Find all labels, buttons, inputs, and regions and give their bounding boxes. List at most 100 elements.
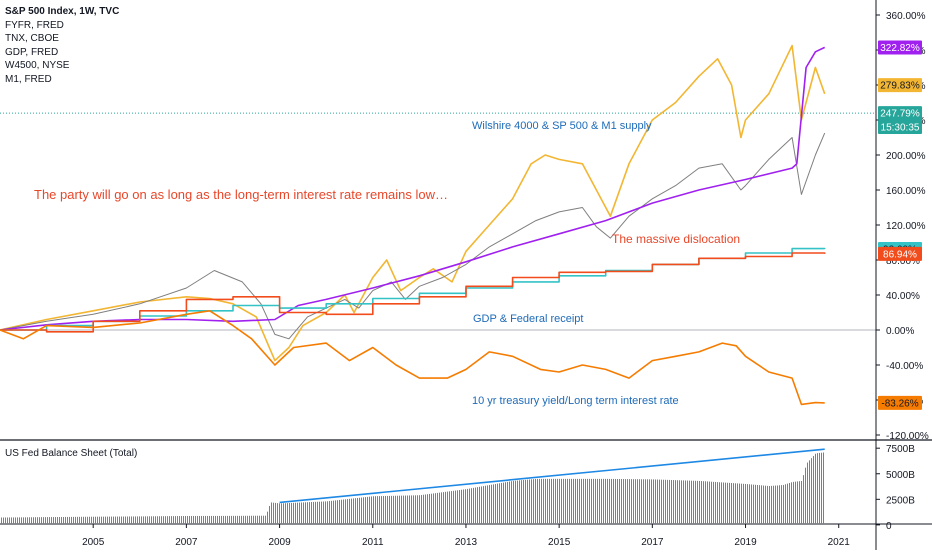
fed-balance-bar: [347, 499, 348, 525]
fed-balance-bar: [265, 515, 266, 525]
legend-item-tnx[interactable]: TNX, CBOE: [5, 33, 59, 44]
fed-balance-bar: [343, 499, 344, 525]
fed-balance-bar: [147, 516, 148, 525]
fed-balance-bar: [565, 478, 566, 525]
fed-balance-bar: [581, 478, 582, 525]
fed-balance-bar: [715, 481, 716, 525]
legend-item-w4500[interactable]: W4500, NYSE: [5, 60, 70, 71]
fed-balance-bar: [445, 491, 446, 525]
fed-balance-bar: [483, 486, 484, 525]
fed-balance-bar: [249, 515, 250, 525]
fed-balance-bar: [297, 502, 298, 525]
fed-balance-bar: [3, 517, 4, 525]
legend-title: S&P 500 Index, 1W, TVC: [5, 6, 120, 17]
fed-balance-bar: [727, 482, 728, 525]
fed-balance-bar: [677, 480, 678, 525]
fed-balance-bar: [777, 485, 778, 525]
fed-balance-bar: [541, 478, 542, 525]
fed-balance-bar: [353, 498, 354, 525]
fed-balance-bar: [563, 478, 564, 525]
fed-balance-bar: [389, 495, 390, 525]
fed-balance-bar: [69, 516, 70, 525]
fed-balance-bar: [657, 479, 658, 525]
fed-balance-bar: [89, 516, 90, 525]
fed-balance-bar: [763, 485, 764, 525]
fed-balance-bar: [595, 478, 596, 525]
fed-balance-bar: [513, 480, 514, 525]
fed-balance-bar: [337, 500, 338, 525]
fed-balance-bar: [47, 517, 48, 525]
fed-balance-bar: [437, 492, 438, 525]
fed-balance-bar: [241, 515, 242, 525]
fed-balance-bar: [215, 515, 216, 525]
fed-balance-bar: [105, 516, 106, 525]
fed-balance-bar: [101, 516, 102, 525]
fed-balance-bar: [73, 516, 74, 525]
fed-balance-bar: [665, 479, 666, 525]
fed-balance-bar: [517, 480, 518, 525]
fed-balance-bar: [441, 492, 442, 525]
price-badge: [878, 246, 922, 261]
fed-balance-bar: [503, 482, 504, 525]
fed-balance-bar: [791, 482, 792, 525]
fed-balance-bar: [621, 479, 622, 525]
fed-balance-bar: [193, 515, 194, 525]
fed-balance-bar: [279, 503, 280, 525]
fed-balance-bar: [161, 516, 162, 525]
fed-balance-bar: [123, 516, 124, 525]
fed-balance-bar: [411, 495, 412, 525]
fed-balance-bar: [477, 487, 478, 525]
badges: 322.82%279.83%247.79%15:30:3592.60%86.94…: [878, 40, 922, 410]
fed-balance-bar: [315, 501, 316, 525]
fed-balance-bar: [113, 516, 114, 525]
fed-balance-bar: [159, 516, 160, 525]
fed-balance-bar: [283, 503, 284, 525]
fed-balance-bar: [423, 494, 424, 525]
fed-balance-bar: [525, 479, 526, 525]
fed-balance-bar: [201, 515, 202, 525]
legend-item-gdp[interactable]: GDP, FRED: [5, 46, 59, 58]
fed-balance-bar: [27, 517, 28, 525]
sub-pane-title[interactable]: US Fed Balance Sheet (Total): [5, 448, 138, 459]
fed-balance-bar: [631, 479, 632, 525]
fed-balance-bar: [9, 517, 10, 525]
fed-balance-bar: [419, 495, 420, 525]
fed-balance-bar: [821, 452, 822, 525]
fed-balance-bar: [119, 516, 120, 525]
fed-balance-bar: [705, 481, 706, 525]
fed-balance-bar: [593, 478, 594, 525]
fed-balance-bar: [309, 502, 310, 525]
fed-balance-bar: [55, 517, 56, 525]
fed-balance-bar: [749, 484, 750, 525]
legend-item-m1[interactable]: M1, FRED: [5, 73, 52, 85]
fed-balance-bar: [165, 516, 166, 525]
price-badge-label: 279.83%: [880, 81, 920, 92]
fed-balance-bar: [239, 515, 240, 525]
fed-balance-bar: [181, 516, 182, 525]
fed-balance-bar: [641, 479, 642, 525]
fed-balance-bar: [115, 516, 116, 525]
legend-item-fyfr[interactable]: FYFR, FRED: [5, 19, 64, 31]
fed-balance-bar: [399, 495, 400, 525]
fed-balance-bar: [439, 492, 440, 525]
fed-balance-bar: [781, 485, 782, 525]
fed-balance-bar: [809, 460, 810, 525]
fed-balance-bar: [685, 480, 686, 525]
fed-balance-bar: [669, 479, 670, 525]
fed-balance-bar: [485, 485, 486, 525]
fed-balance-bar: [713, 481, 714, 525]
fed-balance-bar: [475, 487, 476, 525]
fed-balance-bar: [333, 500, 334, 525]
fed-balance-bar: [213, 515, 214, 525]
fed-balance-bar: [323, 501, 324, 525]
fed-balance-bar: [57, 517, 58, 525]
fed-balance-bar: [697, 480, 698, 525]
fed-balance-bar: [121, 516, 122, 525]
fed-balance-bar: [647, 479, 648, 525]
fed-balance-bar: [139, 516, 140, 525]
fed-balance-bar: [273, 502, 274, 525]
fed-balance-bar: [737, 483, 738, 525]
fed-balance-bar: [607, 478, 608, 525]
